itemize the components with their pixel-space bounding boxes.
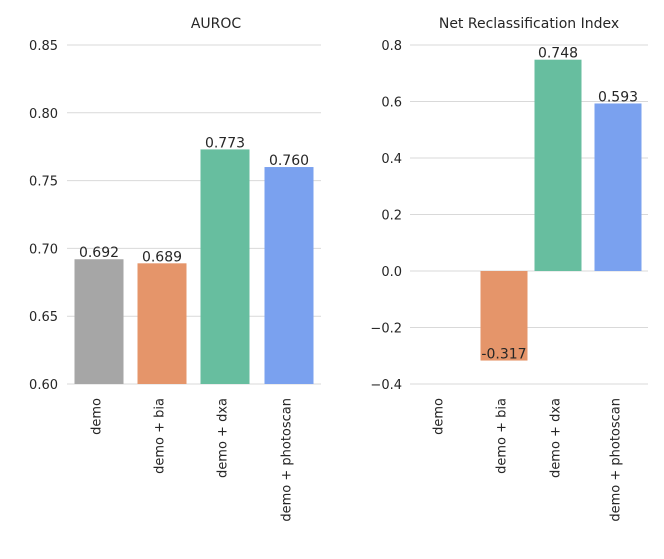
auroc-bar <box>137 263 187 384</box>
nri-ytick-label: 0.4 <box>381 152 402 167</box>
auroc-bar <box>74 259 124 384</box>
auroc-ytick-label: 0.65 <box>29 310 58 325</box>
nri-value-label: -0.317 <box>481 347 526 363</box>
auroc-title: AUROC <box>191 16 242 32</box>
nri-ytick-label: 0.0 <box>381 265 402 280</box>
nri-value-label: 0.748 <box>538 46 578 62</box>
nri-title: Net Reclassification Index <box>439 16 619 32</box>
nri-ytick-label: 0.2 <box>381 209 402 224</box>
nri-category-label: demo + bia <box>495 398 510 474</box>
nri-ytick-label: −0.2 <box>370 322 402 337</box>
auroc-value-label: 0.773 <box>205 135 245 151</box>
nri-panel: Net Reclassification Index −0.4 −0.2 0.0 0.… <box>370 16 648 522</box>
auroc-ytick-label: 0.75 <box>29 175 58 190</box>
auroc-category-label: demo + dxa <box>216 398 231 478</box>
auroc-category-label: demo + photoscan <box>280 398 295 522</box>
nri-category-label: demo + photoscan <box>609 398 624 522</box>
nri-category-label: demo <box>432 398 447 435</box>
nri-category-label: demo + dxa <box>549 398 564 478</box>
nri-bar <box>480 271 528 361</box>
auroc-category-label: demo <box>90 398 105 435</box>
auroc-panel: AUROC 0.60 0.65 0.70 0.75 0.80 0.85 0.692 demo 0… <box>29 16 321 522</box>
auroc-ytick-label: 0.80 <box>29 107 58 122</box>
nri-ytick-label: 0.8 <box>381 39 402 54</box>
nri-bar <box>534 59 582 271</box>
auroc-value-label: 0.692 <box>79 245 119 261</box>
nri-value-label: 0.593 <box>598 89 638 105</box>
auroc-bar <box>200 149 250 384</box>
auroc-ytick-label: 0.85 <box>29 39 58 54</box>
auroc-ytick-label: 0.70 <box>29 242 58 257</box>
auroc-bar <box>264 167 314 384</box>
auroc-category-label: demo + bia <box>153 398 168 474</box>
auroc-ytick-label: 0.60 <box>29 378 58 393</box>
nri-ytick-label: 0.6 <box>381 96 402 111</box>
nri-bar <box>594 103 642 271</box>
auroc-value-label: 0.760 <box>269 153 309 169</box>
auroc-value-label: 0.689 <box>142 249 182 265</box>
nri-ytick-label: −0.4 <box>370 378 402 393</box>
